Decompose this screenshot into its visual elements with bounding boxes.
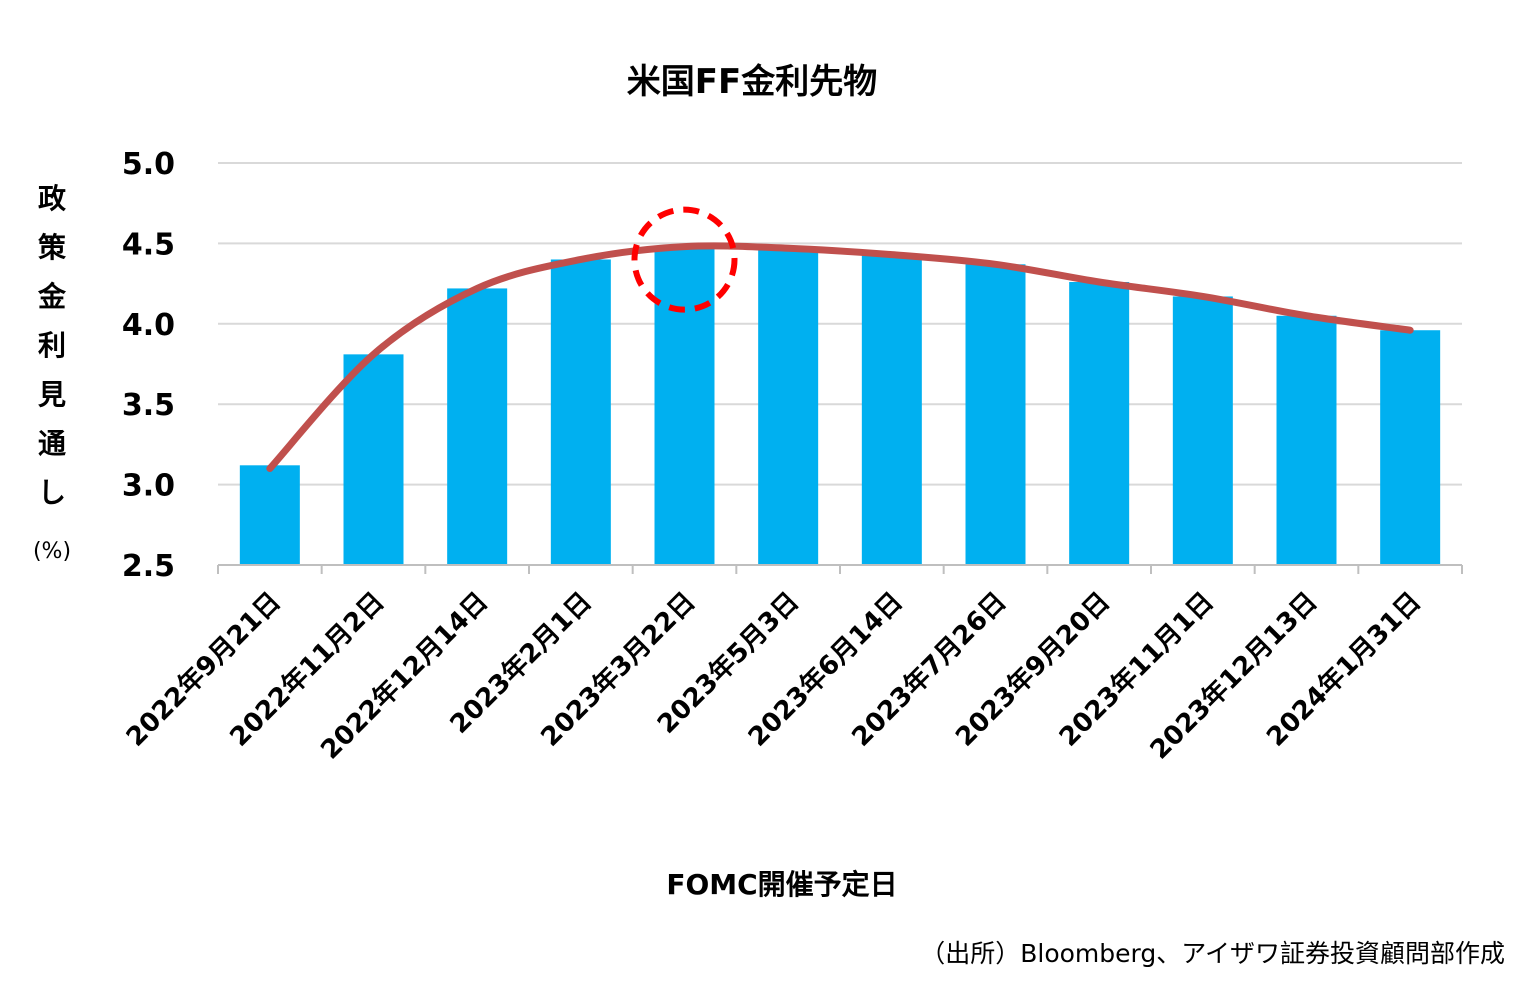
y-axis-label-char: 通 <box>38 427 66 460</box>
y-axis-unit: (%) <box>33 539 71 564</box>
highlight-circle <box>631 206 738 313</box>
x-tick-label: 2022年12月14日 <box>315 586 494 765</box>
y-tick-label: 5.0 <box>122 147 175 182</box>
x-tick-label: 2023年12月13日 <box>1144 586 1323 765</box>
peak-highlight <box>631 206 738 313</box>
y-axis-label-char: 利 <box>38 329 66 362</box>
y-tick-label: 2.5 <box>122 549 175 584</box>
y-tick-label: 3.0 <box>122 469 175 504</box>
y-axis-label-char: し <box>38 476 66 509</box>
bar <box>1276 315 1337 565</box>
y-axis-label-char: 政 <box>38 182 66 215</box>
x-axis-tick-labels: 2022年9月21日2022年11月2日2022年12月14日2023年2月1日… <box>120 586 1427 765</box>
bar <box>550 259 611 565</box>
forecast-line-path <box>266 242 1414 473</box>
y-tick-label: 4.0 <box>122 308 175 343</box>
bar <box>965 264 1026 565</box>
chart-title: 米国FF金利先物 <box>627 62 877 102</box>
x-axis <box>217 564 1463 574</box>
bar <box>1380 330 1441 565</box>
source-note: （出所）Bloomberg、アイザワ証券投資顧問部作成 <box>920 939 1505 968</box>
bar <box>447 288 508 565</box>
gridlines <box>218 162 1462 486</box>
y-axis-label-char: 金 <box>37 280 67 313</box>
y-tick-label: 4.5 <box>122 227 175 262</box>
bars <box>239 246 1441 565</box>
x-axis-label: FOMC開催予定日 <box>666 868 897 901</box>
y-tick-label: 3.5 <box>122 388 175 423</box>
bar <box>654 246 715 565</box>
y-axis-label-char: 見 <box>38 378 66 411</box>
bar <box>1172 296 1233 565</box>
bar <box>758 248 819 565</box>
bar <box>343 354 404 565</box>
bar <box>861 254 922 565</box>
bar <box>239 465 300 565</box>
bar <box>1069 281 1130 565</box>
forecast-line <box>266 242 1414 473</box>
y-axis-ticks: 2.5 3.0 3.5 4.0 4.5 5.0 <box>122 147 175 584</box>
y-axis-label-char: 策 <box>38 231 66 264</box>
